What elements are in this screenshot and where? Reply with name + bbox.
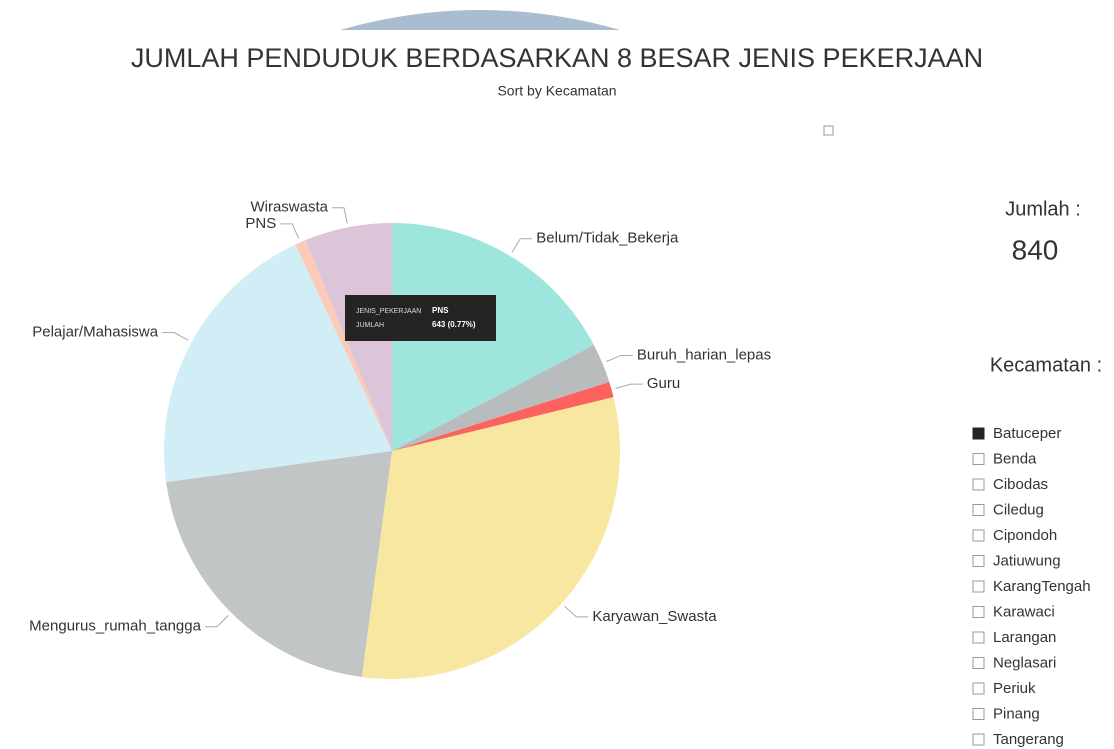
pie-slice[interactable] (295, 240, 392, 451)
slicer-item[interactable]: Benda (993, 450, 1037, 467)
checkbox[interactable] (972, 631, 985, 644)
slicer-item[interactable]: Periuk (993, 680, 1036, 697)
pie-slice[interactable] (361, 397, 620, 679)
checkbox[interactable] (972, 529, 985, 542)
pie-slice[interactable] (164, 244, 392, 483)
leader-line (615, 383, 643, 389)
pie-slice[interactable] (392, 345, 610, 451)
slicer-item[interactable]: KarangTengah (993, 578, 1091, 595)
checkbox[interactable] (972, 453, 985, 465)
leader-line (280, 223, 300, 239)
tooltip-box (345, 295, 496, 341)
tooltip-label: JUMLAH (356, 322, 384, 329)
pie-slice[interactable] (392, 381, 614, 451)
leader-line (331, 207, 348, 224)
slice-label: Karyawan_Swasta (592, 608, 717, 625)
slicer-item[interactable]: Larangan (993, 629, 1056, 646)
slice-label: Buruh_harian_lepas (637, 346, 771, 363)
slicer-item[interactable]: Tangerang (993, 731, 1064, 748)
decoration (340, 10, 620, 30)
checkbox[interactable] (972, 708, 985, 720)
card-value: 840 (1012, 234, 1059, 265)
tooltip-value: 643 (0.77%) (432, 320, 476, 329)
tooltip-value: PNS (432, 306, 449, 315)
leader-line (511, 238, 533, 253)
slicer-item[interactable]: Karawaci (993, 603, 1055, 620)
checkbox[interactable] (972, 580, 985, 593)
slicer-item[interactable]: Cibodas (993, 476, 1048, 493)
pie: Belum/Tidak_Bekerja Buruh_harian_lepas Gur… (29, 199, 771, 679)
slice-label: Wiraswasta (250, 199, 328, 216)
checkbox[interactable] (972, 606, 985, 618)
checkbox[interactable] (972, 555, 985, 567)
slicer: Batuceper Benda Cibodas Ciledug Cipondoh Jati… (972, 425, 1091, 748)
leader-line (605, 354, 633, 363)
checkbox[interactable] (972, 427, 985, 440)
checkbox[interactable] (972, 504, 985, 516)
slice-label: Pelajar/Mahasiswa (32, 324, 159, 341)
slice-label: Belum/Tidak_Bekerja (536, 230, 679, 247)
pie-slice[interactable] (166, 451, 392, 677)
checkbox[interactable] (972, 682, 985, 695)
slice-label: PNS (245, 215, 276, 232)
leader-line (162, 332, 189, 341)
tooltip: JENIS_PEKERJAAN PNS JUMLAH 643 (0.77%) (345, 295, 496, 341)
slicer-item[interactable]: Neglasari (993, 654, 1056, 671)
slicer-item[interactable]: Batuceper (993, 425, 1061, 442)
card-label: Jumlah : (1005, 198, 1081, 220)
chart-title: JUMLAH PENDUDUK BERDASARKAN 8 BESAR JENI… (131, 43, 983, 73)
checkbox[interactable] (972, 478, 985, 491)
checkbox[interactable] (972, 657, 985, 669)
slicer-item[interactable]: Ciledug (993, 501, 1044, 518)
checkbox[interactable] (972, 733, 985, 746)
focus-icon[interactable] (823, 125, 834, 136)
leader-line (564, 605, 589, 618)
chart-subtitle: Sort by Kecamatan (497, 83, 616, 99)
slicer-item[interactable]: Cipondoh (993, 527, 1057, 544)
tooltip-label: JENIS_PEKERJAAN (356, 308, 421, 315)
slicer-title: Kecamatan : (990, 354, 1102, 376)
slice-label: Mengurus_rumah_tangga (29, 618, 201, 635)
leader-line (204, 615, 229, 628)
slicer-item[interactable]: Pinang (993, 705, 1040, 722)
slice-label: Guru (647, 375, 680, 392)
slicer-item[interactable]: Jatiuwung (993, 552, 1061, 569)
